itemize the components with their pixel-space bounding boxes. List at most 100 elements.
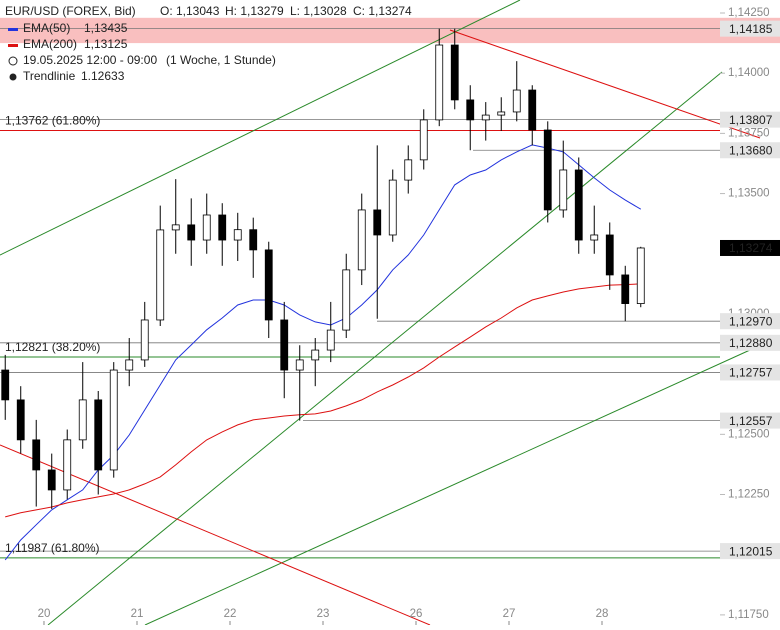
candle-body bbox=[47, 469, 56, 491]
candle-body bbox=[140, 319, 149, 361]
y-tick-label: 1,14000 bbox=[728, 67, 770, 79]
level-label: 1,12970 bbox=[729, 314, 773, 328]
ohlc: O: 1,13043 bbox=[160, 4, 220, 18]
legend-name: EMA(200) bbox=[23, 37, 77, 51]
candle-body bbox=[574, 169, 583, 241]
current-box bbox=[720, 239, 780, 256]
y-tick-label: 1,12250 bbox=[728, 489, 770, 501]
period: 19.05.2025 12:00 - 09:00 bbox=[23, 53, 157, 67]
current-label: 1,13274 bbox=[729, 241, 773, 255]
candle-body bbox=[404, 159, 413, 181]
trendline bbox=[144, 349, 751, 626]
legend-value: 1,13125 bbox=[84, 37, 128, 51]
ohlc: H: 1,13279 bbox=[225, 4, 284, 18]
legend-name: Trendlinie bbox=[23, 69, 76, 83]
level-box bbox=[720, 543, 780, 560]
candle-body bbox=[605, 234, 614, 276]
candle-body bbox=[636, 247, 645, 304]
x-tick-label: 20 bbox=[38, 608, 51, 620]
ohlc: C: 1,13274 bbox=[353, 4, 412, 18]
candle-body bbox=[233, 229, 242, 241]
legend-swatch bbox=[8, 28, 18, 31]
legend-value: 1.12633 bbox=[81, 69, 125, 83]
candle-body bbox=[264, 249, 273, 321]
legend-swatch bbox=[8, 44, 18, 47]
interval: (1 Woche, 1 Stunde) bbox=[166, 53, 276, 67]
candle-body bbox=[1, 369, 10, 401]
x-tick-label: 22 bbox=[224, 608, 237, 620]
candle-body bbox=[202, 214, 211, 241]
candle-body bbox=[16, 399, 25, 441]
ema-line bbox=[5, 283, 641, 518]
candle-body bbox=[94, 399, 103, 471]
trendlines bbox=[0, 0, 761, 626]
plot bbox=[1, 28, 645, 561]
level-box bbox=[720, 111, 780, 128]
fib-label: 1,11987 (61.80%) bbox=[5, 541, 100, 555]
candle-body bbox=[559, 169, 568, 211]
legend-name: EMA(50) bbox=[23, 21, 70, 35]
level-box bbox=[720, 313, 780, 330]
level-label: 1,14185 bbox=[729, 22, 773, 36]
candle-body bbox=[590, 234, 599, 241]
candle-body bbox=[419, 119, 428, 161]
level-box bbox=[720, 142, 780, 159]
candle-body bbox=[249, 229, 258, 251]
candle-body bbox=[543, 129, 552, 211]
candle-body bbox=[621, 274, 630, 304]
level-label: 1,13807 bbox=[729, 113, 773, 127]
candle-body bbox=[388, 179, 397, 236]
y-tick-label: 1,13750 bbox=[728, 127, 770, 139]
x-tick-label: 27 bbox=[503, 608, 516, 620]
trendline bbox=[0, 0, 521, 256]
candle-body bbox=[156, 229, 165, 321]
candle-body bbox=[218, 214, 227, 241]
icon bbox=[8, 56, 18, 66]
level-box bbox=[720, 412, 780, 429]
ohlc: L: 1,13028 bbox=[290, 4, 347, 18]
fib-label: 1,12821 (38.20%) bbox=[5, 340, 100, 354]
candle-body bbox=[326, 329, 335, 351]
level-box bbox=[720, 364, 780, 381]
candle-body bbox=[63, 439, 72, 491]
candle-body bbox=[466, 99, 475, 121]
candle-body bbox=[481, 114, 490, 121]
candle-body bbox=[512, 89, 521, 113]
icon bbox=[9, 73, 17, 81]
trendline bbox=[449, 29, 761, 139]
candle-body bbox=[125, 359, 134, 371]
fib-label: 1,13762 (61.80%) bbox=[5, 114, 100, 128]
x-tick-label: 26 bbox=[410, 608, 423, 620]
zone bbox=[0, 17, 780, 44]
level-label: 1,12557 bbox=[729, 414, 773, 428]
candle-body bbox=[528, 89, 537, 131]
candle-body bbox=[311, 349, 320, 361]
candle-body bbox=[187, 224, 196, 241]
y-tick-label: 1,13500 bbox=[728, 188, 770, 200]
candle-body bbox=[78, 399, 87, 441]
candle-body bbox=[497, 111, 506, 116]
trendline bbox=[47, 71, 723, 626]
background: 1,13762 (61.80%) 1,12821 (38.20%) 1,11987 … bbox=[0, 17, 780, 559]
axis: 1,142501,140001,137501,135001,130001,125… bbox=[38, 7, 780, 625]
candle-body bbox=[109, 369, 118, 471]
level-label: 1,12757 bbox=[729, 366, 773, 380]
x-tick-label: 21 bbox=[131, 608, 144, 620]
level-box bbox=[720, 20, 780, 37]
candle-body bbox=[450, 44, 459, 101]
x-tick-label: 28 bbox=[596, 608, 609, 620]
trendline bbox=[0, 444, 431, 626]
y-tick-label: 1,11750 bbox=[728, 609, 769, 621]
header: EUR/USD (FOREX, Bid) O: 1,13043 H: 1,132… bbox=[5, 4, 412, 83]
level-label: 1,12015 bbox=[729, 544, 773, 558]
candle-body bbox=[32, 439, 41, 471]
level-box bbox=[720, 334, 780, 351]
y-tick-label: 1,12500 bbox=[728, 428, 770, 440]
x-tick-label: 23 bbox=[317, 608, 330, 620]
level-label: 1,12880 bbox=[729, 336, 773, 350]
level-label: 1,13680 bbox=[729, 143, 773, 157]
candle-body bbox=[171, 224, 180, 231]
symbol: EUR/USD (FOREX, Bid) bbox=[5, 4, 136, 18]
y-tick-label: 1,14250 bbox=[728, 7, 770, 19]
